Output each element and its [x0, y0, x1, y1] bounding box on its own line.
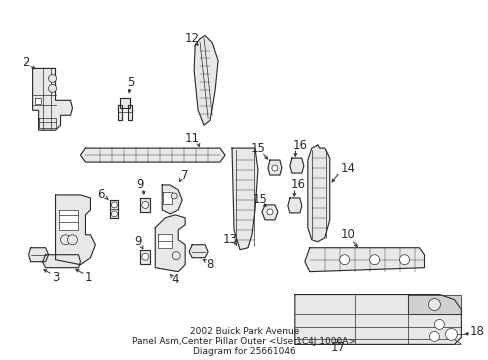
Polygon shape: [118, 105, 122, 120]
Polygon shape: [59, 210, 78, 230]
Polygon shape: [39, 118, 56, 128]
Text: 2002 Buick Park Avenue
Panel Asm,Center Pillar Outer <Use 1C4J 1000A>
Diagram fo: 2002 Buick Park Avenue Panel Asm,Center …: [132, 327, 356, 356]
Circle shape: [48, 84, 57, 92]
Polygon shape: [81, 148, 224, 162]
Circle shape: [142, 201, 148, 208]
Circle shape: [445, 328, 456, 340]
Polygon shape: [162, 185, 182, 214]
Text: 14: 14: [340, 162, 354, 175]
Polygon shape: [294, 294, 461, 345]
Polygon shape: [29, 248, 48, 262]
Circle shape: [172, 252, 180, 260]
Text: 3: 3: [52, 271, 59, 284]
Circle shape: [142, 253, 148, 260]
Polygon shape: [158, 234, 172, 248]
Polygon shape: [289, 158, 303, 173]
Text: 15: 15: [252, 193, 267, 206]
Text: 16: 16: [292, 139, 307, 152]
Text: 8: 8: [206, 258, 213, 271]
Polygon shape: [155, 215, 185, 272]
Polygon shape: [33, 68, 72, 130]
Text: 9: 9: [136, 179, 144, 192]
Text: 18: 18: [469, 325, 484, 338]
Circle shape: [266, 209, 272, 215]
Polygon shape: [128, 105, 132, 120]
Polygon shape: [42, 255, 81, 268]
Polygon shape: [140, 198, 150, 212]
Polygon shape: [232, 148, 258, 250]
Text: 10: 10: [340, 228, 354, 241]
Polygon shape: [140, 250, 150, 264]
Text: 13: 13: [222, 233, 237, 246]
Circle shape: [369, 255, 379, 265]
Circle shape: [399, 255, 408, 265]
Polygon shape: [267, 160, 281, 175]
Polygon shape: [407, 294, 461, 315]
Polygon shape: [163, 192, 172, 204]
Polygon shape: [287, 198, 301, 213]
Text: 5: 5: [126, 76, 134, 89]
Text: 17: 17: [329, 341, 345, 354]
Circle shape: [111, 202, 117, 208]
Polygon shape: [35, 98, 41, 104]
Polygon shape: [194, 36, 218, 125]
Text: 16: 16: [290, 179, 305, 192]
Polygon shape: [304, 248, 424, 272]
Text: 11: 11: [184, 132, 199, 145]
Polygon shape: [56, 195, 95, 265]
Polygon shape: [294, 339, 461, 345]
Circle shape: [111, 211, 117, 217]
Text: 1: 1: [84, 271, 92, 284]
Polygon shape: [307, 145, 329, 242]
Polygon shape: [262, 205, 277, 220]
Text: 7: 7: [181, 168, 188, 181]
Polygon shape: [189, 245, 208, 258]
Text: 6: 6: [97, 188, 104, 202]
Circle shape: [339, 255, 349, 265]
Circle shape: [67, 235, 77, 245]
Text: 2: 2: [22, 56, 29, 69]
Circle shape: [433, 319, 444, 329]
Circle shape: [171, 193, 177, 199]
Circle shape: [48, 75, 57, 82]
Polygon shape: [120, 98, 130, 108]
Circle shape: [271, 165, 277, 171]
Text: 15: 15: [250, 141, 265, 155]
Circle shape: [428, 332, 439, 341]
Circle shape: [427, 298, 440, 310]
Polygon shape: [110, 200, 118, 218]
Text: 9: 9: [134, 235, 142, 248]
Circle shape: [61, 235, 70, 245]
Text: 4: 4: [171, 273, 179, 286]
Text: 12: 12: [184, 32, 199, 45]
